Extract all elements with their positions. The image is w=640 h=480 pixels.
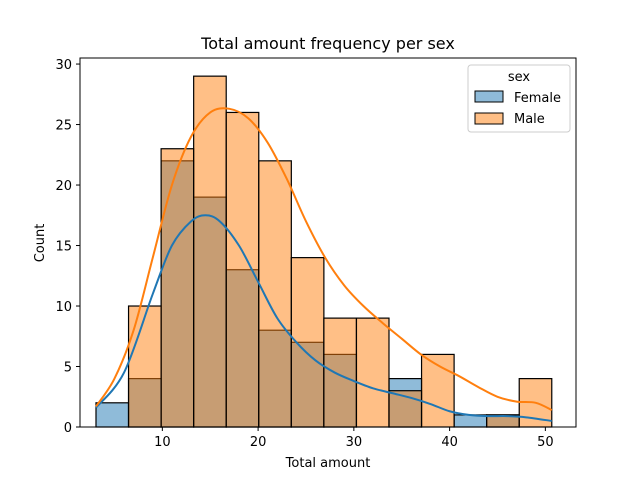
legend-label-female: Female [514, 91, 561, 106]
bar-male-1 [127, 305, 162, 428]
kde-line-female [95, 214, 552, 422]
bar-male-8 [355, 317, 390, 428]
y-axis-label: Count [33, 224, 48, 263]
plot-frame [79, 57, 577, 428]
y-tick-label-15: 15 [55, 240, 72, 255]
legend-swatch-female [474, 90, 504, 103]
kde-layer [95, 107, 553, 422]
x-tick-label-30: 30 [346, 435, 363, 450]
kde-line-male [95, 107, 553, 411]
bar-male-7 [323, 317, 358, 428]
x-axis-label: Total amount [285, 456, 371, 471]
bar-male-3 [193, 75, 227, 428]
legend-title: sex [508, 70, 531, 85]
y-axis: 0 5 10 15 20 25 30 [55, 58, 80, 436]
x-axis: 10 20 30 40 50 [154, 427, 554, 450]
legend: sex Female Male [467, 64, 571, 133]
legend-label-male: Male [514, 112, 545, 127]
y-tick-label-30: 30 [55, 58, 72, 73]
y-tick-label-25: 25 [55, 119, 72, 134]
x-tick-label-20: 20 [250, 435, 267, 450]
y-tick-label-10: 10 [55, 300, 72, 315]
chart-title: Total amount frequency per sex [200, 34, 455, 53]
y-tick-label-5: 5 [64, 361, 72, 376]
x-tick-label-40: 40 [441, 435, 458, 450]
bar-male-10 [420, 353, 455, 428]
x-tick-label-10: 10 [154, 435, 171, 450]
bar-male-2 [160, 148, 195, 428]
y-tick-label-0: 0 [64, 421, 72, 436]
legend-swatch-male [474, 112, 504, 125]
x-tick-label-50: 50 [537, 435, 554, 450]
y-tick-label-20: 20 [55, 179, 72, 194]
bars-layer [95, 75, 553, 428]
bar-female-0 [95, 402, 130, 428]
bar-male-4 [225, 111, 260, 428]
